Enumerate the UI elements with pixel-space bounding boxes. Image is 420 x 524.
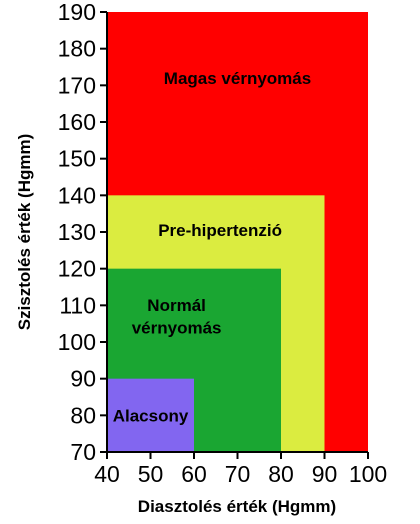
x-tick-label: 60 [181, 461, 207, 487]
region-labels: Magas vérnyomás Pre-hipertenzió Normál vérn… [113, 69, 312, 425]
x-tick-label: 40 [94, 461, 120, 487]
y-tick-label: 180 [58, 36, 96, 62]
region-label-alacsony: Alacsony [113, 406, 189, 425]
y-tick-label: 90 [70, 366, 96, 392]
region-label-line: vérnyomás [132, 318, 222, 337]
y-tick-label: 160 [58, 109, 96, 135]
y-tick-label: 190 [58, 0, 96, 25]
x-tick-label: 80 [268, 461, 294, 487]
y-tick-label: 120 [58, 256, 96, 282]
y-tick-label: 70 [70, 439, 96, 465]
region-label-line: Alacsony [113, 406, 189, 425]
blood-pressure-regions [107, 12, 368, 453]
region-label-magas-vernyomas: Magas vérnyomás [164, 69, 311, 88]
y-tick-label: 110 [59, 292, 96, 318]
region-label-line: Pre-hipertenzió [158, 221, 282, 240]
axes: 70 80 90 100 110 120 130 140 150 160 170 180 190 40 50… [58, 0, 388, 487]
region-label-line: Magas vérnyomás [164, 69, 311, 88]
x-tick-label: 100 [349, 461, 387, 487]
y-tick-label: 100 [58, 329, 96, 355]
x-axis-title: Diasztolés érték (Hgmm) [138, 497, 336, 516]
y-tick-label: 150 [58, 146, 96, 172]
region-alacsony [107, 378, 194, 452]
x-tick-label: 90 [312, 461, 338, 487]
y-axis-title: Szisztolés érték (Hgmm) [15, 134, 34, 331]
y-tick-label: 80 [70, 402, 96, 428]
y-tick-label: 130 [58, 219, 96, 245]
region-label-pre-hipertenzio: Pre-hipertenzió [158, 221, 282, 240]
x-tick-label: 50 [138, 461, 164, 487]
region-label-normal-vernyomas: Normál vérnyomás [132, 296, 222, 337]
y-tick-label: 170 [58, 72, 96, 98]
x-tick-label: 70 [225, 461, 251, 487]
region-label-line: Normál [147, 296, 206, 315]
y-tick-label: 140 [58, 182, 96, 208]
